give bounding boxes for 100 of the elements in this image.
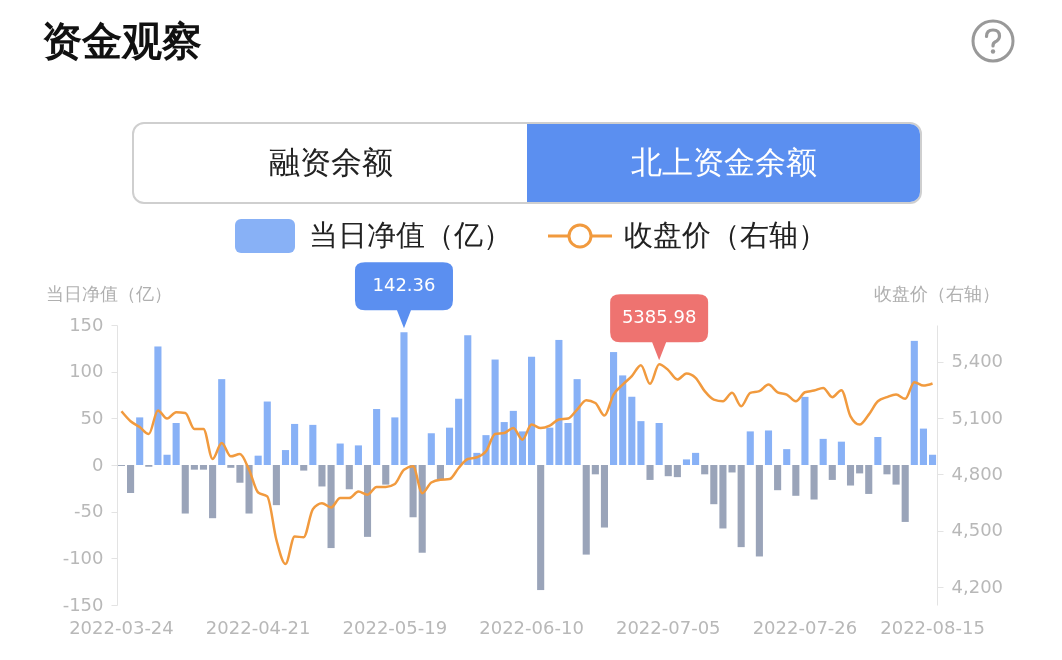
bar [154, 346, 162, 465]
data-label: 142.36 [372, 274, 436, 296]
bar [682, 459, 691, 465]
bar [910, 340, 918, 465]
bar [528, 356, 536, 465]
y2-tick-label: 5,400 [951, 350, 1004, 372]
bar [901, 465, 909, 522]
y-axis-title: 当日净值（亿） [45, 282, 172, 304]
bar [928, 454, 937, 465]
bar [373, 409, 381, 465]
bar [491, 359, 499, 465]
bar [591, 465, 599, 475]
bar [354, 445, 362, 465]
bar [382, 465, 390, 485]
bar [190, 465, 198, 470]
bar [500, 422, 508, 465]
bar [865, 465, 873, 494]
bar [692, 452, 700, 465]
y2-tick-label: 4,500 [951, 519, 1004, 541]
bar [363, 465, 372, 537]
bar [755, 465, 763, 557]
bar [892, 465, 900, 485]
bar [227, 465, 235, 468]
bar [600, 465, 609, 528]
bar [701, 465, 709, 475]
bar [254, 455, 262, 465]
y2-axis-title: 收盘价（右轴） [873, 282, 1000, 304]
bar [272, 465, 280, 506]
bar [846, 465, 855, 486]
y-tick-label: 50 [80, 406, 104, 428]
x-tick-label: 2022-03-24 [69, 616, 174, 638]
bar [874, 437, 882, 465]
x-tick-label: 2022-04-21 [205, 616, 311, 638]
bar [655, 423, 663, 465]
bar [345, 465, 353, 490]
bar [445, 427, 454, 465]
bar [400, 332, 408, 465]
line-series [120, 363, 934, 566]
text: 北上资金余额 [527, 124, 920, 202]
bar [673, 465, 681, 478]
bar [163, 454, 171, 465]
bar [610, 352, 618, 465]
bar [281, 450, 290, 465]
y-tick-label: -100 [62, 546, 104, 568]
bar [318, 465, 326, 487]
bar [136, 417, 144, 465]
legend-label: 收盘价（右轴） [624, 217, 827, 254]
y2-tick-label: 5,100 [951, 406, 1004, 428]
bar [464, 335, 472, 465]
bar [455, 398, 463, 465]
bar [792, 465, 800, 496]
bar [509, 410, 517, 465]
x-tick-label: 2022-05-19 [342, 616, 448, 638]
bar [181, 465, 189, 514]
bar [391, 417, 399, 465]
bar [537, 465, 545, 591]
bar [856, 465, 864, 474]
bar [236, 465, 244, 483]
bar [828, 465, 836, 480]
bar [291, 423, 299, 465]
bar [783, 449, 791, 465]
bar [300, 465, 308, 471]
bar [209, 465, 217, 519]
bar [218, 379, 226, 465]
y-tick-label: 0 [92, 453, 104, 475]
bar [546, 427, 554, 465]
bar [327, 465, 335, 549]
y-tick-label: 100 [69, 360, 104, 382]
bar [664, 465, 672, 477]
bar [719, 465, 727, 529]
bar [427, 433, 435, 465]
y-tick-label: 150 [69, 313, 104, 335]
bar [737, 465, 745, 548]
x-tick-label: 2022-06-10 [479, 616, 584, 638]
bar [883, 465, 891, 475]
legend-label: 当日净值（亿） [309, 217, 512, 254]
bar [309, 424, 317, 465]
bar [819, 438, 827, 465]
bar [555, 339, 563, 465]
chart-title: 资金观察 [42, 17, 202, 66]
bar [764, 430, 773, 465]
bar [919, 428, 927, 465]
bar [619, 375, 627, 465]
x-tick-label: 2022-07-05 [615, 616, 721, 638]
bar [810, 465, 818, 500]
x-tick-label: 2022-08-15 [880, 616, 985, 638]
bar [172, 423, 180, 465]
bar [637, 421, 645, 465]
y-tick-label: -150 [62, 593, 104, 615]
bar [746, 431, 754, 465]
bar [418, 465, 426, 553]
data-label: 5385.98 [621, 306, 697, 328]
bar [263, 401, 271, 465]
bar [837, 441, 845, 465]
bar [199, 465, 208, 470]
bar [728, 465, 736, 473]
y2-tick-label: 4,200 [951, 575, 1004, 597]
bar [801, 396, 809, 465]
bar [774, 465, 782, 491]
x-tick-label: 2022-07-26 [752, 616, 858, 638]
